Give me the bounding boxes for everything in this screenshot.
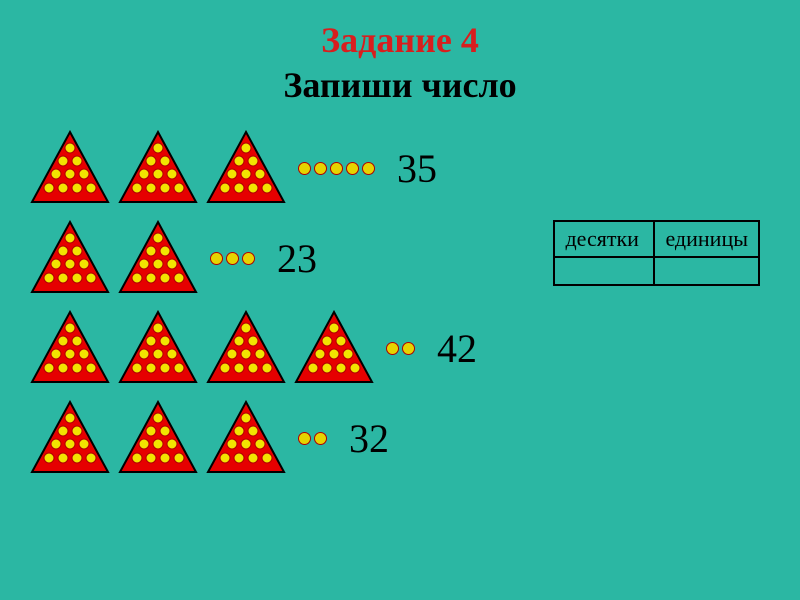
unit-dot-icon — [362, 162, 375, 175]
ten-triangle-icon — [294, 310, 374, 386]
units-group — [298, 162, 375, 175]
cell-units — [654, 257, 759, 285]
tens-group — [30, 130, 286, 206]
ten-triangle-icon — [30, 310, 110, 386]
ten-triangle-icon — [118, 220, 198, 296]
tens-group — [30, 220, 198, 296]
unit-dot-icon — [386, 342, 399, 355]
unit-dot-icon — [330, 162, 343, 175]
rows-container: 35 23 42 32 — [30, 130, 477, 490]
number-row: 32 — [30, 400, 477, 476]
units-group — [386, 342, 415, 355]
ten-triangle-icon — [118, 130, 198, 206]
number-row: 35 — [30, 130, 477, 206]
number-row: 23 — [30, 220, 477, 296]
tens-group — [30, 310, 374, 386]
ten-triangle-icon — [118, 310, 198, 386]
number-row: 42 — [30, 310, 477, 386]
unit-dot-icon — [226, 252, 239, 265]
task-subtitle: Запиши число — [0, 63, 800, 108]
tens-group — [30, 400, 286, 476]
ten-triangle-icon — [206, 130, 286, 206]
unit-dot-icon — [298, 162, 311, 175]
ten-triangle-icon — [118, 400, 198, 476]
unit-dot-icon — [402, 342, 415, 355]
task-title: Задание 4 — [0, 18, 800, 63]
ten-triangle-icon — [206, 310, 286, 386]
ten-triangle-icon — [30, 400, 110, 476]
row-answer: 32 — [349, 415, 389, 462]
title-block: Задание 4 Запиши число — [0, 0, 800, 108]
row-answer: 35 — [397, 145, 437, 192]
unit-dot-icon — [298, 432, 311, 445]
ten-triangle-icon — [30, 130, 110, 206]
unit-dot-icon — [314, 432, 327, 445]
row-answer: 42 — [437, 325, 477, 372]
ten-triangle-icon — [206, 400, 286, 476]
place-value-table: десятки единицы — [553, 220, 760, 286]
cell-tens — [554, 257, 654, 285]
unit-dot-icon — [346, 162, 359, 175]
units-group — [298, 432, 327, 445]
unit-dot-icon — [314, 162, 327, 175]
ten-triangle-icon — [30, 220, 110, 296]
unit-dot-icon — [242, 252, 255, 265]
unit-dot-icon — [210, 252, 223, 265]
header-tens: десятки — [554, 221, 654, 257]
units-group — [210, 252, 255, 265]
header-units: единицы — [654, 221, 759, 257]
row-answer: 23 — [277, 235, 317, 282]
